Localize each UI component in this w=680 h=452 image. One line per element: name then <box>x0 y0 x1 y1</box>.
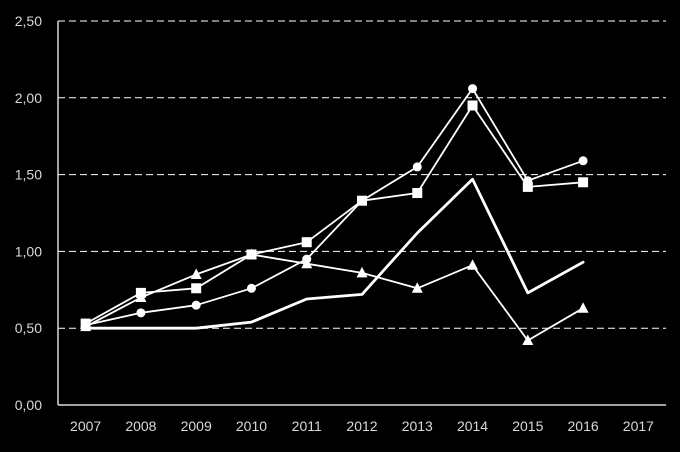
x-tick-label: 2010 <box>236 418 267 434</box>
data-point-triangle <box>522 334 534 345</box>
series-line <box>84 104 584 325</box>
y-tick-label: 2,00 <box>15 90 42 106</box>
series-group <box>80 84 589 345</box>
data-point-triangle <box>301 257 313 269</box>
data-point-square <box>522 181 533 192</box>
x-axis-ticks: 2007 2008 2009 2010 2011 2012 2013 2014 2015 2016… <box>70 418 654 434</box>
series-circle <box>81 84 588 330</box>
grid-lines <box>58 20 666 329</box>
data-point-circle <box>412 162 422 172</box>
data-point-square <box>578 177 589 188</box>
y-tick-label: 0,50 <box>15 320 42 336</box>
series-line <box>84 253 584 342</box>
data-point-square <box>412 188 423 199</box>
y-tick-label: 0,00 <box>15 397 42 413</box>
data-point-circle <box>578 156 588 166</box>
x-tick-label: 2009 <box>181 418 212 434</box>
data-point-triangle <box>356 266 368 278</box>
y-tick-label: 1,50 <box>15 167 42 183</box>
data-point-circle <box>246 283 256 293</box>
series-line <box>84 177 585 330</box>
x-tick-label: 2011 <box>292 418 322 434</box>
data-point-circle <box>468 84 478 94</box>
data-point-square <box>467 100 478 111</box>
y-axis-ticks: 0,00 0,50 1,00 1,50 2,00 2,50 <box>15 13 42 413</box>
axes <box>57 21 666 406</box>
series-square <box>80 100 589 329</box>
x-tick-label: 2008 <box>125 418 156 434</box>
y-tick-label: 2,50 <box>15 13 42 29</box>
x-tick-label: 2007 <box>70 418 101 434</box>
data-point-triangle <box>245 248 257 259</box>
data-point-square <box>357 195 367 206</box>
data-point-triangle <box>135 291 147 302</box>
series-line <box>84 87 584 326</box>
data-point-triangle <box>577 302 589 313</box>
data-point-square <box>191 283 202 294</box>
data-point-triangle <box>467 259 479 270</box>
x-tick-label: 2013 <box>402 418 433 434</box>
data-point-circle <box>136 308 146 318</box>
data-point-circle <box>191 300 201 310</box>
x-tick-label: 2017 <box>623 418 654 434</box>
series-plain <box>84 177 585 330</box>
x-tick-label: 2014 <box>457 418 488 434</box>
x-tick-label: 2016 <box>568 418 599 434</box>
x-tick-label: 2015 <box>512 418 543 434</box>
data-point-triangle <box>411 282 423 293</box>
data-point-triangle <box>190 268 202 279</box>
x-tick-label: 2012 <box>346 418 377 434</box>
y-tick-label: 1,00 <box>15 243 42 259</box>
data-point-square <box>301 237 312 248</box>
